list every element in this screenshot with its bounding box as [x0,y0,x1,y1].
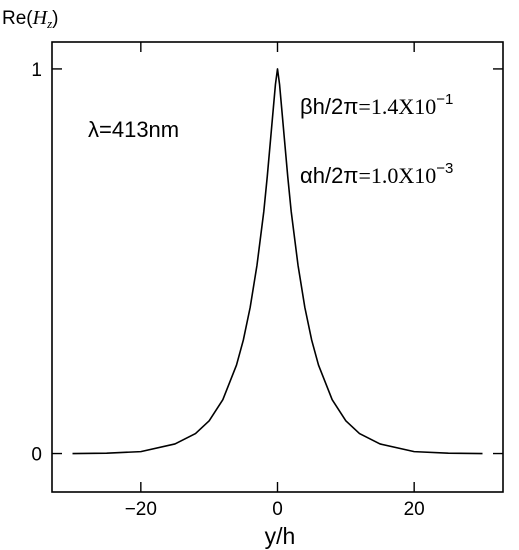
y-tick-label-0: 0 [31,445,42,466]
alpha-annotation: αh/2π=1.0X10−3 [300,160,453,188]
beta-annotation: βh/2π=1.4X10−1 [300,91,453,119]
x-tick-label-0: 0 [272,499,283,520]
x-axis-label: y/h [265,523,296,549]
x-tick-label-20: 20 [404,499,425,520]
axis-ticks [52,42,503,492]
y-tick-label-1: 1 [31,60,42,81]
x-tick-label-neg20: −20 [125,499,157,520]
y-axis-label: Re(Hz) [2,7,58,31]
series-line-re-hz [72,68,483,455]
wavelength-annotation: λ=413nm [88,117,179,142]
